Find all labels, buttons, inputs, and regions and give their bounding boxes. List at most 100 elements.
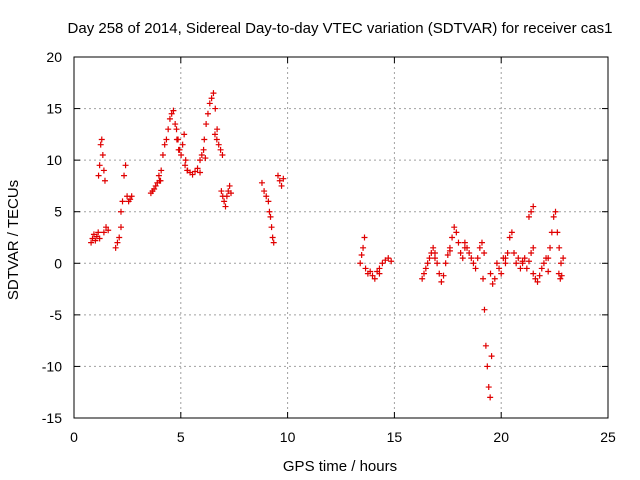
data-point (504, 249, 511, 256)
y-axis-label: SDTVAR / TECUs (5, 180, 22, 300)
data-point (502, 255, 509, 262)
data-point (487, 270, 494, 277)
data-point (161, 141, 168, 148)
data-point (466, 249, 473, 256)
data-point (530, 244, 537, 251)
data-point (459, 255, 466, 262)
data-point (536, 272, 543, 279)
data-point (105, 227, 112, 234)
grid (74, 57, 608, 418)
data-point (481, 306, 488, 313)
data-point (280, 175, 287, 182)
data-point (219, 151, 226, 158)
data-point (159, 151, 166, 158)
data-point (440, 272, 447, 279)
data-point (97, 141, 104, 148)
data-point (506, 234, 513, 241)
data-point (451, 224, 458, 231)
data-point (210, 90, 217, 97)
data-point (182, 162, 189, 169)
data-point (489, 280, 496, 287)
data-point (455, 239, 462, 246)
data-point (436, 270, 443, 277)
data-point (103, 224, 110, 231)
data-point (215, 141, 222, 148)
data-point (461, 239, 468, 246)
data-point (519, 260, 526, 267)
data-point (496, 265, 503, 272)
data-point (457, 249, 464, 256)
data-point (189, 171, 196, 178)
data-point (426, 255, 433, 262)
data-point (545, 255, 552, 262)
data-point (98, 136, 105, 143)
data-point (263, 193, 270, 200)
data-point (484, 363, 491, 370)
data-point (369, 272, 376, 279)
x-tick-label: 15 (387, 429, 403, 445)
data-point (521, 255, 528, 262)
data-point (88, 239, 95, 246)
data-point (550, 213, 557, 220)
data-point (431, 255, 438, 262)
data-point (361, 234, 368, 241)
data-point (491, 275, 498, 282)
data-point (166, 115, 173, 122)
data-point (211, 131, 218, 138)
data-point (217, 146, 224, 153)
x-tick-label: 0 (70, 429, 78, 445)
plot-frame (73, 56, 609, 419)
data-point (101, 177, 108, 184)
data-point (478, 239, 485, 246)
y-tick-label: 5 (54, 204, 62, 220)
data-point (557, 275, 564, 282)
data-point (480, 275, 487, 282)
data-point (265, 198, 272, 205)
data-point (214, 126, 221, 133)
data-point (156, 177, 163, 184)
data-point (422, 265, 429, 272)
data-point (100, 167, 107, 174)
data-point (121, 172, 128, 179)
data-point (227, 190, 234, 197)
y-tick-label: 10 (46, 152, 62, 168)
data-point (267, 213, 274, 220)
data-point (419, 275, 426, 282)
x-axis-label: GPS time / hours (283, 458, 397, 475)
data-point (556, 244, 563, 251)
data-point (513, 260, 520, 267)
data-point (431, 249, 438, 256)
data-point (538, 265, 545, 272)
data-point (202, 155, 209, 162)
data-point (175, 136, 182, 143)
x-tick-label: 20 (493, 429, 509, 445)
data-point (376, 265, 383, 272)
data-point (119, 198, 126, 205)
data-point (122, 162, 129, 169)
data-point (92, 237, 99, 244)
data-point (528, 208, 535, 215)
y-tick-label: -15 (42, 410, 62, 426)
data-point (362, 265, 369, 272)
data-point (163, 136, 170, 143)
x-tick-label: 10 (280, 429, 296, 445)
data-point (438, 278, 445, 285)
data-point (493, 260, 500, 267)
y-tick-labels: -15 -10 -5 0 5 10 15 20 (42, 49, 62, 426)
data-point (371, 275, 378, 282)
data-point (464, 244, 471, 251)
data-point (558, 272, 565, 279)
data-point (203, 121, 210, 128)
data-point (99, 151, 106, 158)
data-point (95, 229, 102, 236)
data-point (379, 260, 386, 267)
data-point (206, 100, 213, 107)
data-point (178, 151, 185, 158)
data-point (197, 157, 204, 164)
data-point (181, 131, 188, 138)
data-point (278, 182, 285, 189)
data-point (95, 172, 102, 179)
data-point (430, 244, 437, 251)
data-point (560, 255, 567, 262)
data-point (270, 239, 277, 246)
